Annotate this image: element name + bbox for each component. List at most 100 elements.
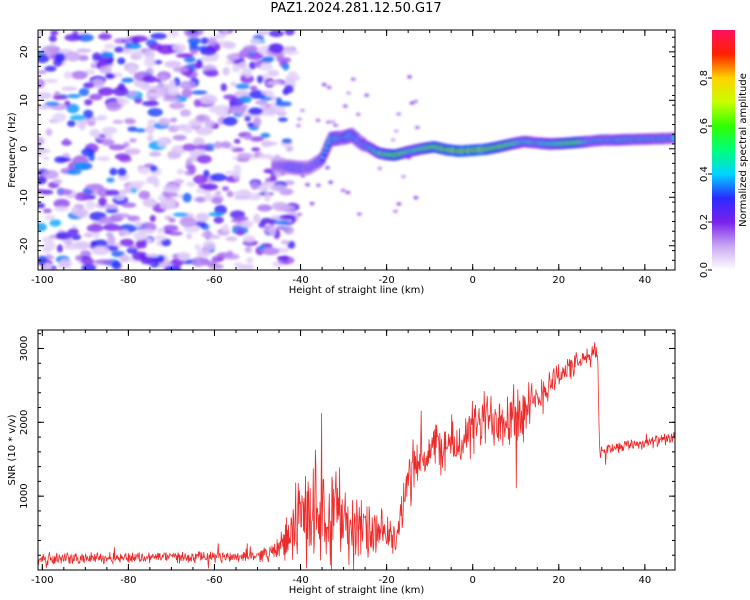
heatmap-cell: [164, 60, 182, 68]
y-tick-label: -20: [19, 238, 30, 254]
heatmap-cell: [55, 231, 73, 240]
heatmap-cell: [67, 228, 79, 235]
heatmap-cell: [169, 102, 185, 110]
heatmap-cell: [407, 75, 412, 79]
heatmap-cell: [114, 46, 124, 53]
heatmap-cell: [85, 200, 95, 210]
heatmap-cell: [71, 233, 82, 241]
heatmap-cell: [269, 174, 277, 182]
heatmap-cell: [142, 198, 158, 208]
line-panel: -100 -80 -60 -40 -20 0 20 40 1000 2000 3000 Height …: [7, 329, 676, 596]
heatmap-cell: [240, 220, 254, 228]
y-tick-label: 0: [19, 146, 30, 152]
heatmap-cell: [261, 90, 274, 96]
heatmap-cell: [196, 249, 211, 258]
heatmap-cell: [242, 235, 256, 243]
heatmap-cell: [186, 181, 196, 187]
heatmap-cell: [252, 213, 261, 224]
heatmap-cell: [364, 93, 370, 97]
heatmap-cell: [59, 157, 72, 162]
colorbar-label: Normalized spectral amplitude: [738, 73, 749, 227]
heatmap-cell: [244, 245, 252, 253]
heatmap-cell: [130, 35, 148, 43]
heatmap-cell: [414, 125, 420, 130]
heatmap-cell: [239, 95, 252, 104]
x-tick-label: -40: [292, 275, 308, 286]
heatmap-cell: [63, 138, 70, 146]
heatmap-cell: [413, 99, 419, 104]
heatmap-cell: [396, 202, 402, 206]
heatmap-cell: [170, 258, 183, 268]
heatmap-cell: [163, 183, 180, 194]
heatmap-cell: [222, 66, 230, 76]
heatmap-cell: [99, 65, 112, 75]
heatmap-cell: [52, 112, 67, 123]
heatmap-cell: [132, 50, 144, 58]
heatmap-cell: [117, 57, 126, 65]
heatmap-cell: [246, 257, 254, 264]
y-axis-label: Frequency (Hz): [7, 112, 18, 188]
colorbar-tick-label: 0.6: [699, 118, 710, 134]
heatmap-cell: [326, 85, 332, 90]
heatmap-cell: [124, 148, 141, 155]
heatmap-cell: [278, 106, 286, 115]
heatmap-cell: [213, 141, 223, 149]
heatmap-cell: [158, 117, 171, 126]
heatmap-cell: [159, 200, 176, 210]
heatmap-cell: [225, 236, 238, 242]
heatmap-cell: [114, 153, 131, 161]
x-tick-label: 0: [470, 575, 476, 586]
heatmap-cell: [249, 85, 258, 91]
heatmap-cell: [274, 220, 291, 225]
heatmap-cell: [340, 188, 346, 193]
heatmap-cell: [138, 190, 151, 200]
heatmap-cell: [250, 181, 260, 190]
y-tick-label: -10: [19, 189, 30, 205]
x-tick-label: -80: [120, 275, 136, 286]
heatmap-cell: [70, 114, 86, 121]
heatmap-cell: [276, 55, 285, 62]
heatmap-cell: [134, 219, 142, 228]
heatmap-cell: [230, 81, 238, 87]
heatmap-cell: [129, 138, 137, 143]
heatmap-cell: [105, 101, 122, 112]
heatmap-cell: [144, 57, 156, 67]
heatmap-cell: [152, 178, 160, 188]
heatmap-cell: [154, 234, 167, 241]
heatmap-cell: [246, 122, 255, 127]
heatmap-cell: [264, 192, 271, 202]
heatmap-cell: [243, 134, 253, 140]
heatmap-cell: [254, 60, 262, 68]
heatmap-cell: [121, 77, 134, 83]
heatmap-cell: [315, 183, 321, 188]
heatmap-cells: [38, 30, 675, 270]
heatmap-cell: [105, 232, 113, 237]
heatmap-cell: [390, 138, 396, 142]
heatmap-cell: [49, 219, 62, 227]
heatmap-cell: [194, 244, 202, 251]
heatmap-cell: [221, 30, 230, 34]
heatmap-cell: [325, 120, 331, 124]
heatmap-cell: [159, 74, 168, 82]
heatmap-cell: [134, 128, 146, 133]
heatmap-cell: [200, 94, 218, 105]
heatmap-cell: [144, 49, 155, 60]
heatmap-cell: [163, 192, 179, 198]
heatmap-cell: [147, 119, 158, 125]
heatmap-cell: [124, 118, 137, 125]
heatmap-cell: [52, 95, 68, 100]
heatmap-cell: [97, 187, 110, 198]
heatmap-cell: [152, 257, 165, 264]
heatmap-cell: [44, 65, 57, 72]
heatmap-cell: [201, 231, 214, 239]
heatmap-cell: [96, 156, 111, 162]
heatmap-cell: [220, 83, 227, 92]
heatmap-cell: [413, 195, 419, 200]
heatmap-cell: [53, 198, 70, 209]
heatmap-cell: [80, 250, 92, 258]
heatmap-cell: [215, 190, 222, 196]
heatmap-cell: [215, 109, 229, 117]
heatmap-cell: [107, 234, 116, 245]
heatmap-cell: [38, 136, 45, 146]
heatmap-cell: [259, 96, 273, 101]
